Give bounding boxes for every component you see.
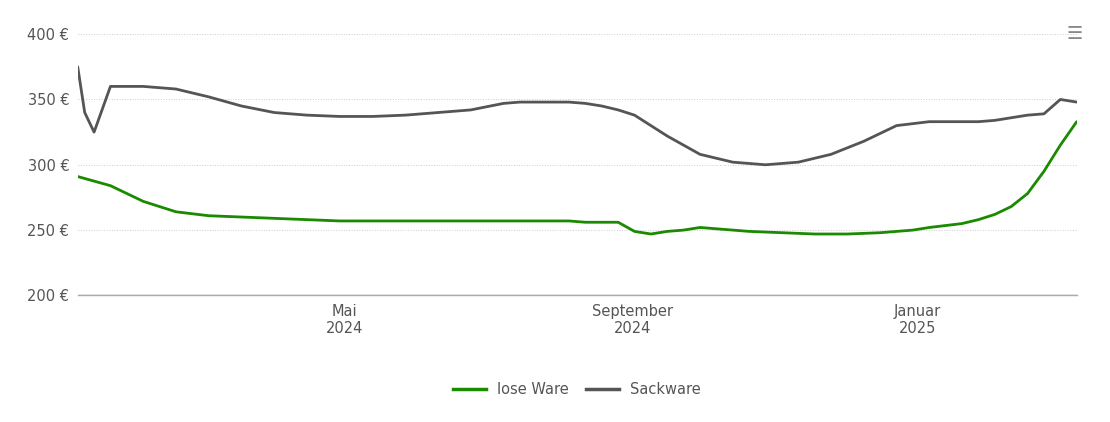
Text: ☰: ☰	[1066, 25, 1082, 43]
Legend: lose Ware, Sackware: lose Ware, Sackware	[447, 377, 707, 403]
